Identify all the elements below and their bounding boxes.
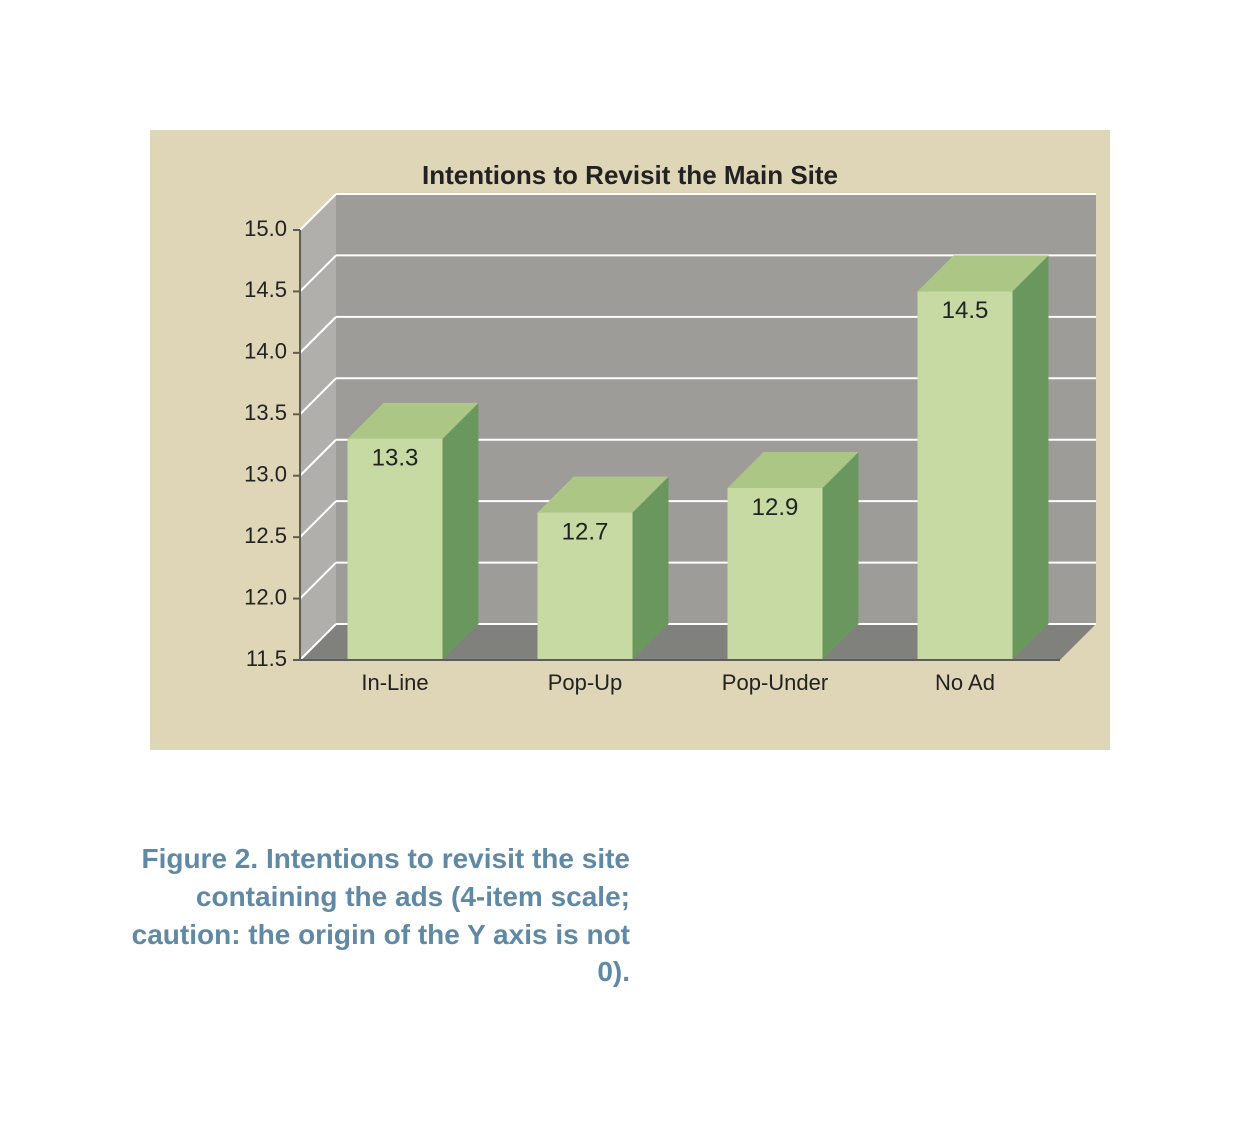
- bar-value-label: 14.5: [942, 297, 989, 324]
- x-category-label: Pop-Up: [548, 670, 623, 695]
- bar: [348, 403, 479, 660]
- plot-side-wall: [300, 194, 336, 660]
- y-tick-label: 13.0: [244, 462, 287, 487]
- y-tick-label: 12.0: [244, 584, 287, 609]
- y-tick-label: 12.5: [244, 523, 287, 548]
- y-tick-label: 13.5: [244, 400, 287, 425]
- bar-value-label: 12.7: [562, 518, 609, 545]
- y-tick-label: 15.0: [244, 216, 287, 241]
- x-category-label: In-Line: [361, 670, 428, 695]
- bar-chart: 11.5 12.0 12.5 13.0 13.5 14.0 14.5 15.0 13.3 In-L…: [150, 130, 1110, 750]
- figure-caption: Figure 2. Intentions to revisit the site…: [130, 840, 630, 991]
- bar: [728, 452, 859, 660]
- y-tick-label: 14.0: [244, 339, 287, 364]
- chart-panel: Intentions to Revisit the Main Site 11.5…: [150, 130, 1110, 750]
- bar: [538, 477, 669, 660]
- bar-value-label: 12.9: [752, 494, 799, 521]
- x-category-label: Pop-Under: [722, 670, 828, 695]
- y-tick-label: 11.5: [246, 646, 287, 671]
- y-tick-label: 14.5: [244, 277, 287, 302]
- x-category-label: No Ad: [935, 670, 995, 695]
- bar-value-label: 13.3: [372, 445, 419, 472]
- page: Intentions to Revisit the Main Site 11.5…: [0, 0, 1258, 1126]
